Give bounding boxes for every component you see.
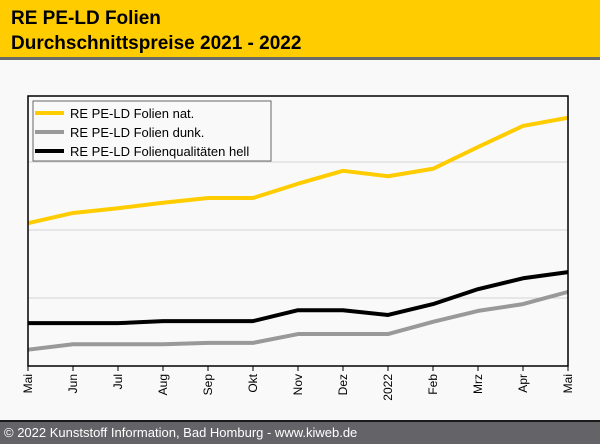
x-tick-label-9: Feb (426, 374, 440, 395)
x-axis-ticks: Mai Jun Jul Aug Sep Okt Nov Dez 2022 Feb Mrz Apr Mai (21, 366, 575, 401)
legend-box (32, 100, 272, 162)
x-tick-label-8: 2022 (381, 374, 395, 401)
copyright-text: © 2022 Kunststoff Information, Bad Hombu… (4, 425, 358, 440)
legend-label-2: RE PE-LD Folienqualitäten hell (70, 144, 249, 159)
x-tick-label-4: Sep (201, 374, 215, 396)
x-tick-label-12: Mai (561, 374, 575, 393)
x-tick-label-0: Mai (21, 374, 35, 393)
series-line-0 (27, 115, 569, 226)
x-tick-label-3: Aug (156, 374, 170, 395)
x-tick-label-10: Mrz (471, 374, 485, 394)
series-line-1 (27, 289, 569, 352)
chart-title: RE PE-LD Folien (11, 8, 161, 29)
series-line-2 (28, 270, 569, 326)
x-tick-label-1: Jun (66, 374, 80, 393)
legend: RE PE-LD Folien nat. RE PE-LD Folien dun… (32, 100, 272, 162)
legend-label-1: RE PE-LD Folien dunk. (70, 125, 204, 140)
x-tick-label-7: Dez (336, 374, 350, 395)
series-lines (27, 115, 569, 352)
x-tick-label-5: Okt (246, 373, 260, 392)
copyright-footer: © 2022 Kunststoff Information, Bad Hombu… (0, 420, 600, 444)
chart-subtitle: Durchschnittspreise 2021 - 2022 (11, 33, 302, 54)
x-tick-label-2: Jul (111, 374, 125, 389)
chart-header: RE PE-LD Folien Durchschnittspreise 2021… (0, 0, 600, 60)
line-chart: Mai Jun Jul Aug Sep Okt Nov Dez 2022 Feb Mrz Apr Mai… (21, 95, 575, 401)
legend-label-0: RE PE-LD Folien nat. (70, 106, 194, 121)
x-tick-label-11: Apr (516, 374, 530, 393)
x-tick-label-6: Nov (291, 374, 305, 395)
gridlines (28, 161, 568, 299)
